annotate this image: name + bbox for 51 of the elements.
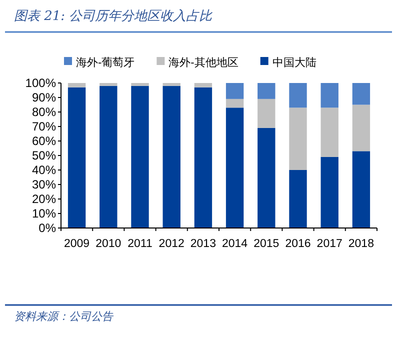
bar bbox=[226, 108, 244, 228]
y-tick-label: 30% bbox=[32, 178, 56, 192]
bar bbox=[194, 83, 212, 88]
bar bbox=[258, 128, 276, 228]
y-tick-label: 70% bbox=[32, 120, 56, 134]
bar bbox=[68, 83, 86, 88]
x-tick-label: 2015 bbox=[254, 238, 280, 250]
bar bbox=[289, 170, 307, 228]
x-tick-label: 2018 bbox=[348, 238, 374, 250]
bar bbox=[289, 108, 307, 170]
x-tick-label: 2014 bbox=[222, 238, 248, 250]
x-tick-label: 2011 bbox=[128, 238, 152, 250]
bar bbox=[194, 87, 212, 228]
bar bbox=[226, 98, 244, 108]
legend-label: 海外-其他地区 bbox=[168, 56, 238, 69]
y-tick-label: 100% bbox=[25, 76, 56, 90]
y-tick-label: 50% bbox=[32, 148, 56, 162]
x-tick-label: 2016 bbox=[285, 238, 311, 250]
bar bbox=[162, 83, 180, 86]
x-tick-label: 2012 bbox=[158, 238, 184, 250]
bar bbox=[226, 83, 244, 99]
bar bbox=[320, 83, 338, 108]
chart-title: 图表 21: 公司历年分地区收入占比 bbox=[14, 9, 214, 24]
bar bbox=[100, 86, 118, 228]
bar bbox=[352, 151, 370, 228]
bar bbox=[68, 87, 86, 228]
bar bbox=[162, 86, 180, 228]
bar bbox=[289, 83, 307, 108]
legend-label: 中国大陆 bbox=[272, 56, 316, 69]
legend-label: 海外-葡萄牙 bbox=[76, 56, 135, 69]
x-tick-label: 2009 bbox=[64, 238, 90, 250]
y-tick-label: 0% bbox=[38, 221, 56, 235]
text: 资料来源：公司公告 bbox=[14, 310, 114, 323]
bar bbox=[352, 104, 370, 152]
bar bbox=[100, 83, 118, 86]
y-tick-label: 10% bbox=[32, 206, 56, 220]
y-tick-label: 40% bbox=[32, 163, 56, 177]
bar bbox=[320, 156, 338, 228]
x-tick-label: 2017 bbox=[316, 238, 342, 250]
x-tick-label: 2013 bbox=[190, 238, 216, 250]
bar bbox=[258, 98, 276, 128]
x-tick-label: 2010 bbox=[96, 238, 122, 250]
bar bbox=[131, 86, 149, 228]
bar bbox=[352, 83, 370, 105]
y-tick-label: 20% bbox=[32, 192, 56, 206]
bar bbox=[258, 83, 276, 99]
bar bbox=[320, 108, 338, 157]
bar bbox=[131, 83, 149, 86]
y-tick-label: 60% bbox=[32, 134, 56, 148]
y-tick-label: 80% bbox=[32, 105, 56, 119]
y-tick-label: 90% bbox=[32, 90, 56, 104]
